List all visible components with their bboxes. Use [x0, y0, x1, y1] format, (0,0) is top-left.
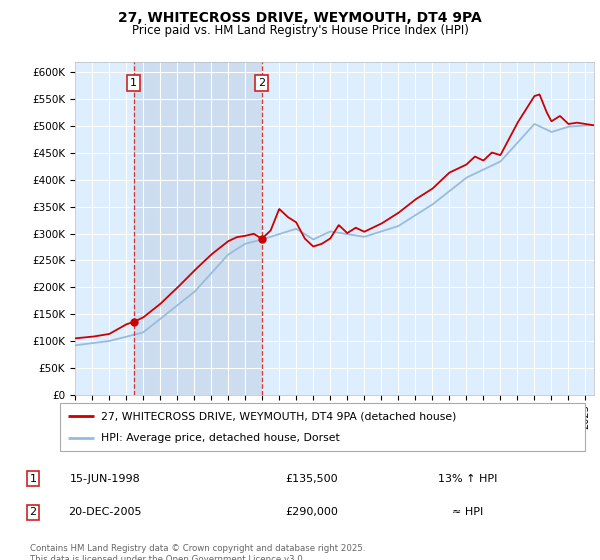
Text: ≈ HPI: ≈ HPI — [452, 507, 484, 517]
Text: 13% ↑ HPI: 13% ↑ HPI — [439, 474, 497, 484]
Text: 15-JUN-1998: 15-JUN-1998 — [70, 474, 140, 484]
Text: 2: 2 — [258, 78, 265, 88]
Text: HPI: Average price, detached house, Dorset: HPI: Average price, detached house, Dors… — [101, 433, 340, 443]
Text: £135,500: £135,500 — [286, 474, 338, 484]
Text: Contains HM Land Registry data © Crown copyright and database right 2025.
This d: Contains HM Land Registry data © Crown c… — [30, 544, 365, 560]
Text: 27, WHITECROSS DRIVE, WEYMOUTH, DT4 9PA: 27, WHITECROSS DRIVE, WEYMOUTH, DT4 9PA — [118, 11, 482, 25]
Bar — [134, 62, 262, 395]
Text: 2: 2 — [29, 507, 37, 517]
Text: 1: 1 — [29, 474, 37, 484]
Text: 1: 1 — [130, 78, 137, 88]
Text: Price paid vs. HM Land Registry's House Price Index (HPI): Price paid vs. HM Land Registry's House … — [131, 24, 469, 37]
Text: £290,000: £290,000 — [286, 507, 338, 517]
Text: 20-DEC-2005: 20-DEC-2005 — [68, 507, 142, 517]
Text: 27, WHITECROSS DRIVE, WEYMOUTH, DT4 9PA (detached house): 27, WHITECROSS DRIVE, WEYMOUTH, DT4 9PA … — [101, 411, 457, 421]
